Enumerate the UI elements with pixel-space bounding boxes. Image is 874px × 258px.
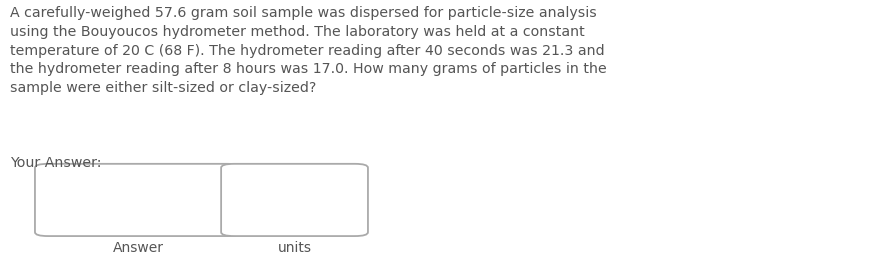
Text: units: units [278,241,311,255]
FancyBboxPatch shape [221,164,368,236]
Text: Your Answer:: Your Answer: [10,156,102,170]
Text: A carefully-weighed 57.6 gram soil sample was dispersed for particle-size analys: A carefully-weighed 57.6 gram soil sampl… [10,6,607,95]
Text: Answer: Answer [113,241,163,255]
FancyBboxPatch shape [35,164,240,236]
